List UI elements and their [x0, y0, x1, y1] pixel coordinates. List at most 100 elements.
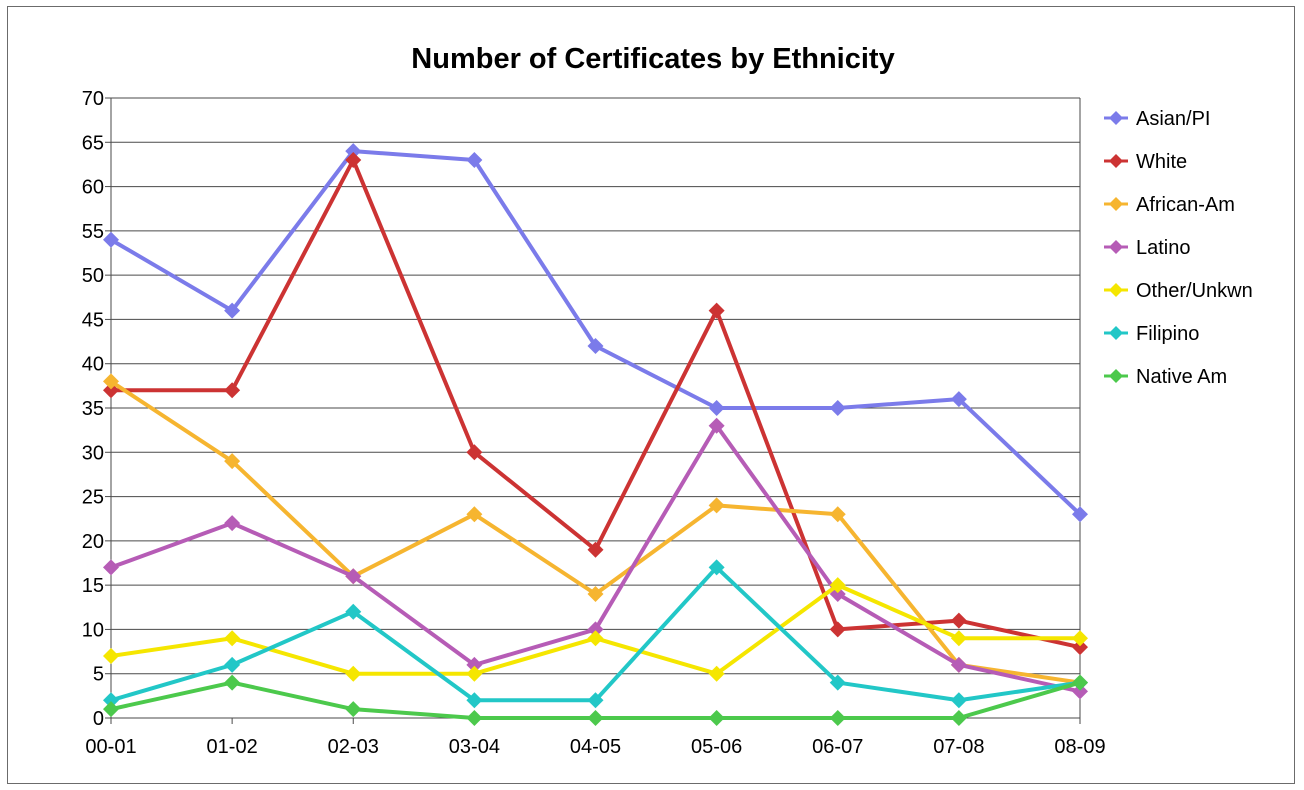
data-point: [345, 568, 362, 585]
legend-label: Filipino: [1136, 323, 1199, 345]
data-point: [224, 656, 241, 673]
data-point: [708, 665, 725, 682]
data-point: [829, 400, 846, 416]
data-point: [466, 656, 483, 673]
legend-marker: [1109, 197, 1123, 211]
y-tick-label: 15: [82, 575, 104, 597]
data-point: [103, 231, 119, 248]
data-point: [466, 665, 483, 682]
data-point: [103, 692, 119, 709]
x-tick-label: 08-09: [1054, 736, 1105, 758]
y-tick-label: 30: [82, 442, 104, 464]
y-tick-label: 25: [82, 487, 104, 509]
x-tick-label: 06-07: [812, 736, 863, 758]
data-point: [103, 373, 119, 390]
series-line: [109, 149, 1082, 516]
x-tick-label: 05-06: [691, 736, 742, 758]
y-tick-label: 55: [82, 221, 104, 243]
data-point: [1072, 506, 1088, 523]
series-latino: [103, 417, 1088, 700]
data-point: [103, 559, 119, 576]
legend-item: White: [1104, 151, 1187, 173]
x-tick-label: 07-08: [933, 736, 984, 758]
data-point: [466, 152, 483, 168]
legend-marker: [1109, 283, 1123, 297]
data-point: [587, 692, 604, 709]
data-point: [587, 621, 604, 638]
legend-marker: [1109, 326, 1123, 340]
legend-marker: [1109, 111, 1123, 125]
series-other-unkwn: [103, 577, 1088, 682]
legend-item: Filipino: [1104, 323, 1199, 345]
series-filipino: [103, 559, 1088, 709]
x-tick-label: 02-03: [328, 736, 379, 758]
data-point: [1072, 630, 1088, 647]
legend-label: Other/Unkwn: [1136, 280, 1253, 302]
legend-item: Asian/PI: [1104, 108, 1210, 130]
data-point: [708, 710, 725, 726]
data-point: [587, 338, 604, 354]
data-point: [345, 143, 362, 160]
y-tick-label: 70: [82, 88, 104, 110]
chart-title: Number of Certificates by Ethnicity: [411, 43, 894, 75]
data-point: [950, 630, 967, 647]
y-tick-label: 60: [82, 177, 104, 199]
data-point: [345, 603, 362, 620]
y-tick-label: 40: [82, 354, 104, 376]
legend-item: Native Am: [1104, 366, 1227, 388]
data-point: [587, 710, 604, 726]
y-tick-label: 35: [82, 398, 104, 420]
legend-label: Native Am: [1136, 366, 1227, 388]
data-point: [224, 630, 241, 647]
series-line: [110, 423, 1081, 694]
data-point: [1072, 639, 1088, 656]
data-point: [1072, 674, 1088, 691]
data-point: [345, 701, 362, 718]
data-point: [829, 506, 846, 523]
data-point: [345, 665, 362, 682]
line-chart: Number of Certificates by Ethnicity 0 5 10…: [82, 43, 1253, 758]
data-point: [829, 621, 846, 638]
legend: Asian/PI White African-Am Latino Other/Unkwn…: [1104, 108, 1253, 388]
axes: 0 5 10 15 20 25 30 35 40 45 50 55 60 65 70 00-01 01-02 02…: [82, 88, 1106, 758]
data-point: [829, 674, 846, 691]
series-line: [111, 158, 1081, 650]
data-point: [950, 612, 967, 629]
data-point: [224, 302, 241, 319]
series-asian-pi: [103, 143, 1088, 523]
y-tick-label: 10: [82, 619, 104, 641]
series-native-am: [103, 674, 1088, 726]
data-point: [950, 656, 967, 673]
series-group: [103, 143, 1088, 726]
data-point: [950, 692, 967, 709]
data-point: [466, 506, 483, 523]
data-point: [587, 541, 604, 558]
y-tick-label: 45: [82, 309, 104, 331]
data-point: [829, 577, 846, 594]
legend-label: Asian/PI: [1136, 108, 1210, 130]
y-tick-label: 65: [82, 132, 104, 154]
x-tick-label: 00-01: [85, 736, 136, 758]
data-point: [224, 515, 241, 532]
y-tick-label: 20: [82, 531, 104, 553]
data-point: [224, 453, 241, 470]
data-point: [466, 710, 483, 726]
gridlines: [111, 97, 1081, 718]
legend-item: Other/Unkwn: [1104, 280, 1253, 302]
chart-frame: Number of Certificates by Ethnicity 0 5 10…: [7, 6, 1295, 784]
legend-label: Latino: [1136, 237, 1191, 259]
data-point: [103, 701, 119, 718]
data-point: [950, 391, 967, 408]
legend-item: African-Am: [1104, 194, 1235, 216]
data-point: [708, 302, 725, 319]
data-point: [345, 152, 362, 168]
legend-marker: [1109, 240, 1123, 254]
legend-label: African-Am: [1136, 194, 1235, 216]
data-point: [224, 382, 241, 399]
data-point: [708, 417, 725, 434]
data-point: [950, 710, 967, 726]
y-tick-label: 50: [82, 265, 104, 287]
data-point: [708, 400, 725, 416]
x-tick-label: 03-04: [449, 736, 500, 758]
legend-marker: [1109, 369, 1123, 383]
